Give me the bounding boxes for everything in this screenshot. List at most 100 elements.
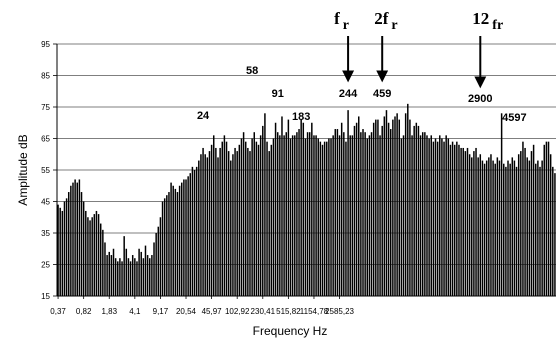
bar: [468, 154, 471, 296]
bar: [198, 160, 200, 296]
bar: [526, 157, 528, 296]
bar: [313, 135, 315, 296]
bar: [524, 147, 526, 296]
bar: [74, 179, 76, 296]
bar: [549, 154, 552, 296]
bar: [161, 201, 164, 296]
harmonic-main-label: 2f r: [374, 9, 397, 33]
bar: [272, 138, 275, 296]
bar: [364, 132, 366, 296]
bar: [345, 141, 347, 296]
bar: [59, 207, 61, 296]
bar: [80, 192, 83, 296]
bar: [464, 151, 467, 296]
bar: [326, 141, 328, 296]
bar: [332, 135, 334, 296]
bar: [387, 122, 390, 296]
bar: [483, 163, 486, 296]
bar: [462, 147, 464, 296]
bar: [221, 141, 224, 296]
bar: [146, 255, 149, 296]
bar: [306, 132, 309, 296]
bar: [138, 248, 140, 296]
x-tick-label: 45,97: [202, 307, 223, 316]
bar: [471, 157, 473, 296]
bar: [545, 141, 548, 296]
bar: [311, 122, 313, 296]
bar: [496, 157, 499, 296]
bar: [117, 261, 119, 296]
bar: [262, 125, 264, 297]
bar: [475, 147, 477, 296]
bar: [343, 132, 345, 296]
bar: [200, 154, 202, 296]
bar: [411, 135, 413, 296]
bar: [432, 141, 435, 296]
bar: [377, 119, 379, 296]
y-tick-labels: 95 85 75 65 55 45 35 25 15: [41, 40, 57, 301]
bar: [453, 144, 456, 296]
bar: [225, 141, 228, 296]
bar: [206, 157, 209, 296]
bar: [481, 160, 484, 296]
bar: [72, 182, 74, 296]
bar: [488, 157, 490, 296]
x-tick-label: 0,37: [50, 307, 66, 316]
bar: [539, 166, 541, 296]
peak-label: 91: [272, 88, 284, 100]
bar: [253, 132, 255, 296]
bar: [144, 245, 147, 296]
bar: [456, 141, 458, 296]
bar: [82, 201, 85, 296]
harmonic-marker: 12 fr: [472, 9, 503, 89]
bar: [445, 135, 447, 296]
bar: [392, 119, 394, 296]
bar: [507, 160, 509, 296]
peak-label: 58: [246, 65, 258, 77]
bar: [298, 129, 300, 296]
harmonic-sub-label: r: [343, 18, 349, 33]
y-tick-label: 25: [41, 261, 50, 270]
x-tick-label: 1,83: [101, 307, 117, 316]
bar: [520, 151, 522, 296]
bar: [428, 138, 430, 296]
bar: [149, 258, 151, 296]
bar: [436, 141, 439, 296]
x-axis-label: Frequency Hz: [253, 324, 328, 338]
bar: [257, 144, 260, 296]
bar: [503, 163, 505, 296]
bar: [490, 154, 492, 296]
bar: [215, 147, 217, 296]
bar: [106, 255, 108, 296]
bar: [383, 116, 386, 296]
bar: [494, 163, 496, 296]
bar: [266, 141, 268, 296]
bar: [259, 135, 262, 296]
bar: [264, 113, 266, 296]
bar: [208, 151, 211, 296]
bar: [85, 210, 87, 296]
y-tick-label: 65: [41, 135, 50, 144]
bar: [336, 129, 339, 296]
bar: [202, 147, 204, 296]
bar: [528, 160, 531, 296]
bar: [125, 248, 128, 296]
bar: [515, 166, 518, 296]
bar: [424, 132, 426, 296]
bar: [134, 258, 136, 296]
bar: [181, 182, 183, 296]
bar: [513, 160, 516, 296]
bar: [554, 173, 556, 296]
bar: [300, 119, 302, 296]
harmonic-sub-label: fr: [492, 18, 503, 33]
bar: [291, 135, 294, 296]
bar: [477, 157, 479, 296]
peak-label: 183: [292, 111, 310, 123]
bar: [287, 119, 290, 296]
bar: [421, 132, 424, 296]
bar: [281, 116, 283, 296]
x-tick-label: 0,82: [76, 307, 92, 316]
peak-label: 244: [339, 88, 358, 100]
